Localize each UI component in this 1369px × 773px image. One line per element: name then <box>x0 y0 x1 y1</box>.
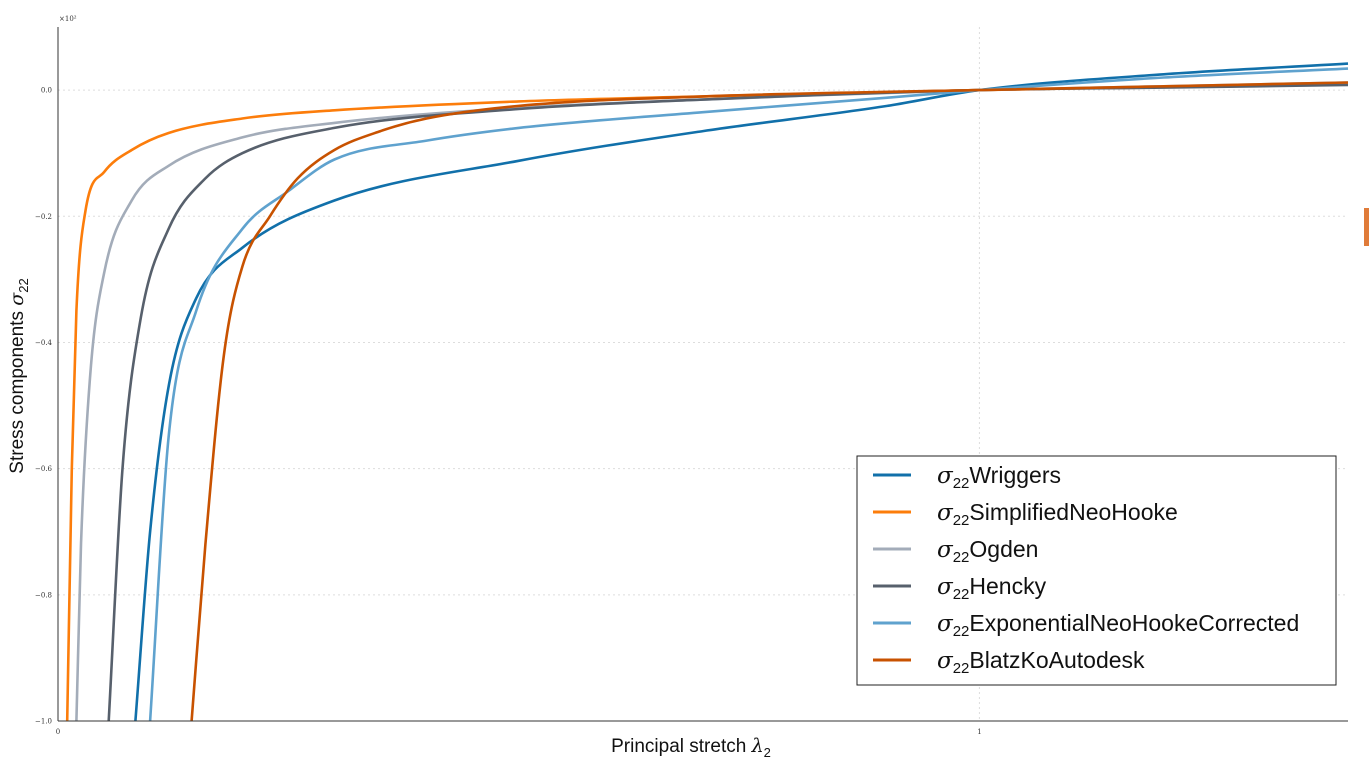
legend-entry: σ22Ogden <box>937 536 1038 566</box>
y-tick-label: −0.6 <box>35 465 53 473</box>
axes <box>57 27 1348 722</box>
legend-entry: σ22SimplifiedNeoHooke <box>937 499 1178 529</box>
y-tick-label: −0.8 <box>35 591 52 599</box>
y-scale-note: ×10² <box>59 15 77 23</box>
series-lines <box>65 62 1349 722</box>
legend-entry: σ22BlatzKoAutodesk <box>937 647 1145 677</box>
y-axis-label: Stress components σ22 <box>6 278 31 473</box>
x-axis-label: Principal stretch λ2 <box>611 735 771 760</box>
legend-entry: σ22Hencky <box>937 573 1047 603</box>
legend: σ22Wriggers σ22SimplifiedNeoHooke σ22Ogden… <box>856 455 1337 686</box>
y-tick-label: 0.0 <box>41 87 52 95</box>
y-tick-label: −1.0 <box>35 718 52 726</box>
y-tick-label: −0.4 <box>35 339 53 347</box>
x-tick-label: 1 <box>977 728 981 736</box>
series-line-exponentialneohookecorrected <box>148 67 1349 722</box>
scrollbar-marker[interactable] <box>1364 208 1369 246</box>
y-ticks: 0.0 −0.2 −0.4 −0.6 −0.8 −1.0 <box>35 87 53 726</box>
legend-box <box>856 455 1337 686</box>
x-tick-label: 0 <box>56 728 60 736</box>
series-line-wriggers <box>134 62 1349 722</box>
series-line-blatzkoautodesk <box>190 81 1349 722</box>
y-tick-label: −0.2 <box>35 213 52 221</box>
legend-entry: σ22ExponentialNeoHookeCorrected <box>937 610 1299 640</box>
legend-entry: σ22Wriggers <box>937 462 1061 492</box>
